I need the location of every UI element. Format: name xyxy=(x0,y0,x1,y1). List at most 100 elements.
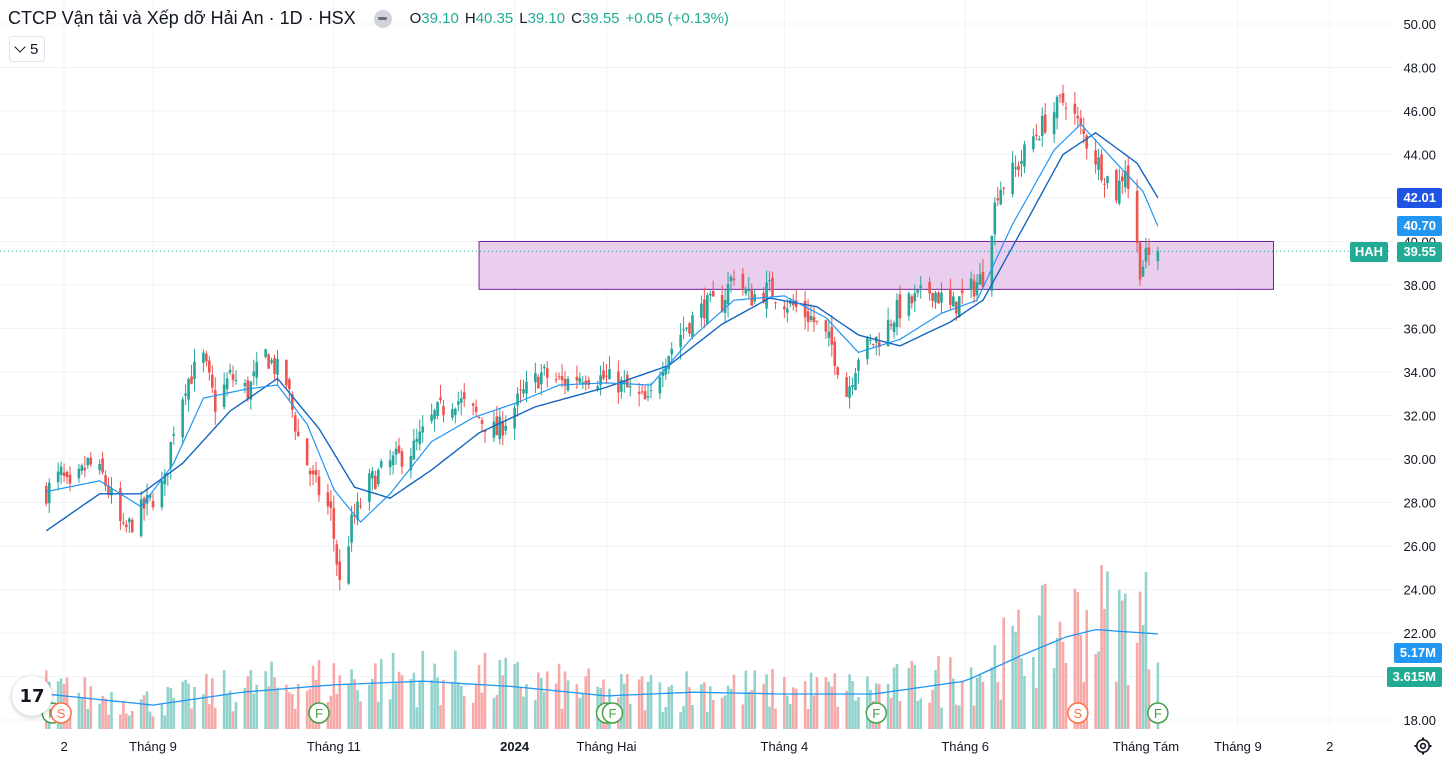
volume-bar xyxy=(1058,621,1062,729)
candle-body xyxy=(1135,190,1139,244)
volume-bar xyxy=(1079,634,1083,729)
volume-bar xyxy=(1076,592,1080,729)
candle-body xyxy=(288,379,291,390)
candle-body xyxy=(462,392,466,400)
candle-body xyxy=(975,282,979,296)
candle-body xyxy=(62,472,66,477)
volume-bar xyxy=(1014,631,1017,729)
volume-bar xyxy=(1040,585,1044,729)
candle-body xyxy=(421,426,425,433)
candle-body xyxy=(575,376,579,381)
candle-body xyxy=(163,473,167,485)
candle-body xyxy=(169,441,173,468)
candle-body xyxy=(151,500,155,508)
candle-body xyxy=(122,522,125,524)
volume-bar xyxy=(498,660,502,729)
volume-bar xyxy=(744,670,748,729)
tradingview-logo-icon[interactable]: 17 xyxy=(12,676,52,716)
candle-body xyxy=(1043,114,1047,133)
candle-body xyxy=(744,288,748,294)
candle-body xyxy=(516,393,519,406)
volume-bar xyxy=(783,676,786,729)
volume-bar xyxy=(889,697,893,729)
candle-body xyxy=(916,289,920,293)
candle-body xyxy=(892,322,896,333)
volume-bar xyxy=(329,695,333,729)
volume-bar xyxy=(80,698,84,729)
candle-body xyxy=(990,235,994,291)
volume-bar xyxy=(537,672,540,729)
candle-body xyxy=(101,458,104,473)
open-value: 39.10 xyxy=(421,10,459,27)
settings-gear-icon[interactable] xyxy=(1414,737,1432,755)
volume-bar xyxy=(368,684,371,729)
candle-body xyxy=(243,383,247,387)
volume-bar xyxy=(246,676,250,729)
volume-bar xyxy=(661,712,665,729)
candle-body xyxy=(110,488,113,496)
candle-body xyxy=(285,360,288,386)
candle-body xyxy=(376,469,380,485)
volume-bar xyxy=(969,667,973,729)
volume-bar xyxy=(83,677,87,729)
high-value: 40.35 xyxy=(475,10,514,27)
volume-bar xyxy=(471,702,475,729)
volume-bar xyxy=(791,687,795,729)
volume-bar xyxy=(851,680,854,729)
volume-bar xyxy=(166,686,170,729)
volume-bar xyxy=(952,678,955,729)
y-axis-tick-label: 26.00 xyxy=(1403,539,1436,554)
volume-bar xyxy=(457,682,460,729)
volume-bar xyxy=(317,660,321,729)
candle-body xyxy=(1002,187,1006,189)
volume-bar xyxy=(993,644,997,729)
volume-bar xyxy=(812,695,816,729)
candle-body xyxy=(430,414,433,422)
volume-bar xyxy=(252,693,256,729)
ma-long-line xyxy=(45,131,1159,532)
volume-bar xyxy=(664,707,668,729)
candle-body xyxy=(335,544,339,565)
volume-bar xyxy=(1135,642,1139,729)
volume-bar xyxy=(827,681,831,729)
volume-bar xyxy=(483,652,487,729)
symbol-title[interactable]: CTCP Vận tải và Xếp dỡ Hải An · 1D · HSX xyxy=(8,8,356,28)
interval-selector[interactable]: 5 xyxy=(9,36,46,62)
volume-bar xyxy=(960,681,964,729)
candle-body xyxy=(86,457,90,466)
volume-bar xyxy=(193,686,196,729)
candle-body xyxy=(836,367,840,375)
candle-body xyxy=(1040,115,1044,136)
candle-body xyxy=(98,464,101,471)
candle-body xyxy=(210,374,214,388)
volume-bar xyxy=(910,660,914,729)
candle-body xyxy=(682,329,685,331)
volume-bar xyxy=(338,675,342,729)
volume-bar xyxy=(397,671,401,729)
volume-bar xyxy=(1123,593,1127,729)
candle-body xyxy=(803,300,807,318)
volume-bar xyxy=(934,670,937,729)
candle-body xyxy=(495,416,499,436)
candle-body xyxy=(459,398,463,403)
volume-bar xyxy=(249,669,253,729)
candle-body xyxy=(326,492,330,507)
volume-bar xyxy=(919,698,923,729)
candle-body xyxy=(851,384,854,388)
volume-bar xyxy=(1052,668,1056,729)
minus-circle-icon[interactable] xyxy=(373,9,392,28)
ma-long-tag: 42.01 xyxy=(1397,188,1442,208)
volume-bar xyxy=(706,711,709,729)
volume-bar xyxy=(1011,625,1014,729)
volume-bar xyxy=(353,679,356,729)
volume-bar xyxy=(708,686,712,729)
volume-bar xyxy=(276,687,279,729)
volume-bar xyxy=(957,705,961,729)
volume-bar xyxy=(833,673,837,729)
volume-bar xyxy=(151,716,155,729)
volume-bar xyxy=(86,708,90,729)
volume-bar xyxy=(679,712,682,729)
volume-bar xyxy=(225,694,229,729)
candle-body xyxy=(388,460,392,468)
